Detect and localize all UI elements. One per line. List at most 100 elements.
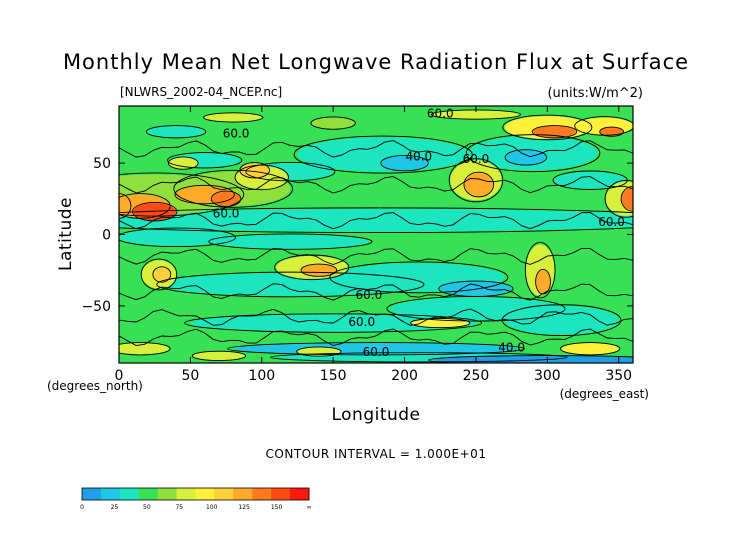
contour-line (269, 352, 568, 363)
contour-line (239, 162, 270, 179)
chart-title: Monthly Mean Net Longwave Radiation Flux… (63, 50, 689, 74)
y-tick-label: 0 (102, 228, 111, 244)
x-tick-label: 350 (605, 368, 632, 384)
contour-line (504, 149, 548, 166)
contour-line (145, 125, 207, 139)
colorbar: 0 25 50 75 100 125 150 ∞ (80, 487, 312, 511)
x-tick-label: 0 (115, 368, 124, 384)
contour-line (329, 261, 509, 294)
colorbar-swatch (82, 488, 102, 500)
units-label: (units:W/m^2) (547, 86, 643, 101)
flux-region (535, 270, 551, 294)
contour-line (210, 190, 242, 207)
colorbar-swatch (233, 488, 253, 500)
colorbar-swatch (119, 488, 140, 500)
x-tick-label: 150 (320, 368, 347, 384)
contour-line (410, 317, 471, 329)
colorbar-tick-label: ∞ (307, 504, 312, 511)
x-axis-ticks: 0 50 100 150 200 250 300 350 (115, 106, 632, 384)
contour-line (293, 135, 473, 174)
contour-line (152, 266, 172, 283)
flux-region (119, 343, 169, 355)
x-unit-label: (degrees_east) (560, 387, 649, 401)
y-tick-label: −50 (81, 299, 111, 315)
colorbar-frame (81, 487, 310, 501)
contour-label: 60.0 (348, 315, 375, 329)
colorbar-swatch (195, 488, 215, 500)
contour-line (502, 114, 593, 141)
y-axis-ticks: 50 0 −50 (81, 156, 633, 315)
contour-labels: 60.0 60.0 40.0 60.0 60.0 60.0 60.0 60.0 60.0 40.0 (213, 106, 625, 358)
y-tick-label: 50 (93, 156, 111, 172)
contour-line (119, 212, 633, 230)
contour-label: 60.0 (363, 345, 390, 359)
contour-line (167, 156, 199, 170)
contour-label: 60.0 (463, 152, 490, 166)
contour-line (310, 116, 356, 130)
contour-line (438, 280, 514, 297)
flux-region (504, 305, 619, 335)
colorbar-swatch (290, 488, 310, 500)
contour-line (531, 125, 578, 139)
colorbar-swatch (271, 488, 291, 500)
contour-label: 60.0 (598, 215, 625, 229)
contour-line (428, 355, 633, 363)
contour-label: 40.0 (498, 341, 525, 355)
y-unit-label: (degrees_north) (47, 379, 143, 393)
flux-region (168, 157, 198, 169)
flux-region (381, 155, 428, 171)
contour-line (465, 134, 601, 173)
colorbar-tick-label: 75 (175, 504, 183, 511)
contour-line (119, 207, 633, 234)
flux-region (119, 228, 234, 246)
contour-line (119, 172, 245, 217)
colorbar-swatch (157, 488, 177, 500)
contour-line (140, 258, 178, 291)
contour-lines (119, 109, 633, 363)
flux-region (561, 343, 619, 355)
contour-line (156, 271, 425, 298)
contour-interval-label: CONTOUR INTERVAL = 1.000E+01 (266, 447, 487, 461)
flux-region (161, 273, 419, 296)
colorbar-swatch (252, 488, 272, 500)
contour-line (560, 342, 621, 356)
contour-line (599, 126, 624, 137)
flux-region (301, 264, 337, 276)
contour-line (119, 176, 633, 194)
contour-line (173, 169, 294, 208)
contour-line (174, 184, 235, 205)
contour-line (296, 346, 342, 357)
colorbar-swatch (100, 488, 121, 500)
x-tick-label: 100 (248, 368, 275, 384)
contour-line (524, 241, 556, 299)
colorbar-swatch (138, 488, 159, 500)
flux-region (211, 234, 369, 249)
x-tick-label: 200 (391, 368, 418, 384)
contour-line (604, 179, 633, 218)
contour-line (119, 308, 633, 326)
colorbar-tick-label: 50 (143, 504, 151, 511)
x-axis-label: Longitude (331, 405, 420, 425)
contour-line (203, 112, 264, 123)
colorbar-swatch (214, 488, 234, 500)
flux-field (119, 110, 633, 363)
contour-label: 60.0 (427, 106, 454, 120)
colorbar-tick-label: 25 (111, 504, 119, 511)
colorbar-tick-label: 100 (206, 504, 218, 511)
contour-line (119, 342, 171, 356)
x-tick-label: 50 (181, 368, 199, 384)
contour-line (119, 193, 171, 219)
contour-line (119, 328, 633, 346)
flux-region (600, 127, 624, 136)
colorbar-tick-label: 125 (238, 504, 250, 511)
contour-label: 40.0 (405, 149, 432, 163)
contour-label: 60.0 (356, 288, 383, 302)
contour-line (300, 263, 338, 277)
contour-line (191, 350, 247, 361)
colorbar-swatch (176, 488, 196, 500)
contour-line (620, 186, 633, 212)
flux-region (147, 125, 205, 138)
flux-region (193, 351, 245, 361)
flux-region (554, 171, 626, 189)
